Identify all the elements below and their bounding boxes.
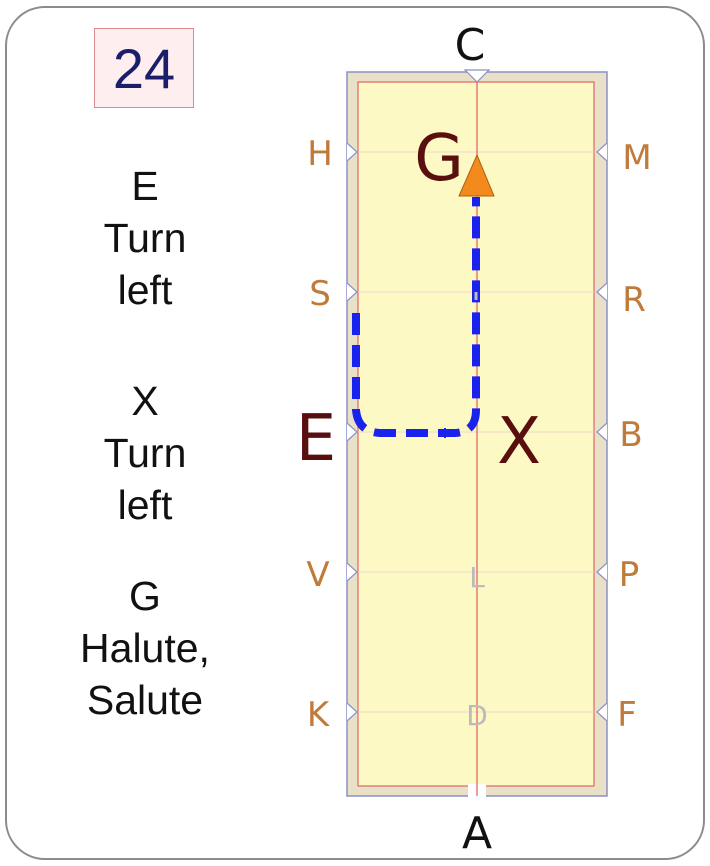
instruction-line: Turn bbox=[103, 215, 187, 261]
instruction-point: E bbox=[131, 163, 159, 209]
marker-a: A bbox=[462, 808, 492, 859]
notch-s bbox=[346, 282, 358, 302]
instruction-line: left bbox=[117, 267, 173, 313]
marker-f: F bbox=[617, 695, 637, 735]
marker-s: S bbox=[309, 274, 331, 314]
notch-f bbox=[596, 702, 608, 722]
test-number: 24 bbox=[112, 36, 176, 100]
marker-b: B bbox=[619, 415, 642, 455]
instruction-g: G Halute, Salute bbox=[40, 570, 250, 726]
marker-d: D bbox=[466, 699, 488, 732]
marker-k: K bbox=[307, 695, 331, 735]
highlight-e: E bbox=[296, 402, 336, 476]
marker-r: R bbox=[622, 280, 646, 320]
marker-c: C bbox=[455, 20, 486, 71]
instruction-line: Turn bbox=[103, 430, 187, 476]
instruction-point: X bbox=[131, 378, 159, 424]
riding-path bbox=[352, 197, 480, 437]
notch-m bbox=[596, 142, 608, 162]
notch-b bbox=[596, 422, 608, 442]
highlight-g: G bbox=[414, 122, 464, 196]
highlight-x: X bbox=[497, 405, 541, 479]
instruction-line: left bbox=[117, 482, 173, 528]
direction-arrow-icon bbox=[458, 153, 495, 197]
marker-l: L bbox=[469, 561, 485, 594]
instruction-x: X Turn left bbox=[40, 375, 250, 531]
instruction-line: Halute, bbox=[80, 625, 210, 671]
c-notch bbox=[463, 69, 491, 83]
arena-surface bbox=[357, 81, 595, 787]
notch-v bbox=[346, 562, 358, 582]
instruction-point: G bbox=[129, 573, 161, 619]
notch-p bbox=[596, 562, 608, 582]
test-number-badge: 24 bbox=[94, 28, 194, 108]
notch-h bbox=[346, 142, 358, 162]
marker-m: M bbox=[622, 138, 651, 178]
marker-h: H bbox=[307, 134, 333, 174]
notch-k bbox=[346, 702, 358, 722]
marker-p: P bbox=[619, 555, 640, 595]
marker-v: V bbox=[306, 555, 329, 595]
notch-e bbox=[346, 422, 358, 442]
side-notches bbox=[346, 142, 608, 722]
notch-r bbox=[596, 282, 608, 302]
instruction-e: E Turn left bbox=[40, 160, 250, 316]
instruction-line: Salute bbox=[86, 677, 204, 723]
